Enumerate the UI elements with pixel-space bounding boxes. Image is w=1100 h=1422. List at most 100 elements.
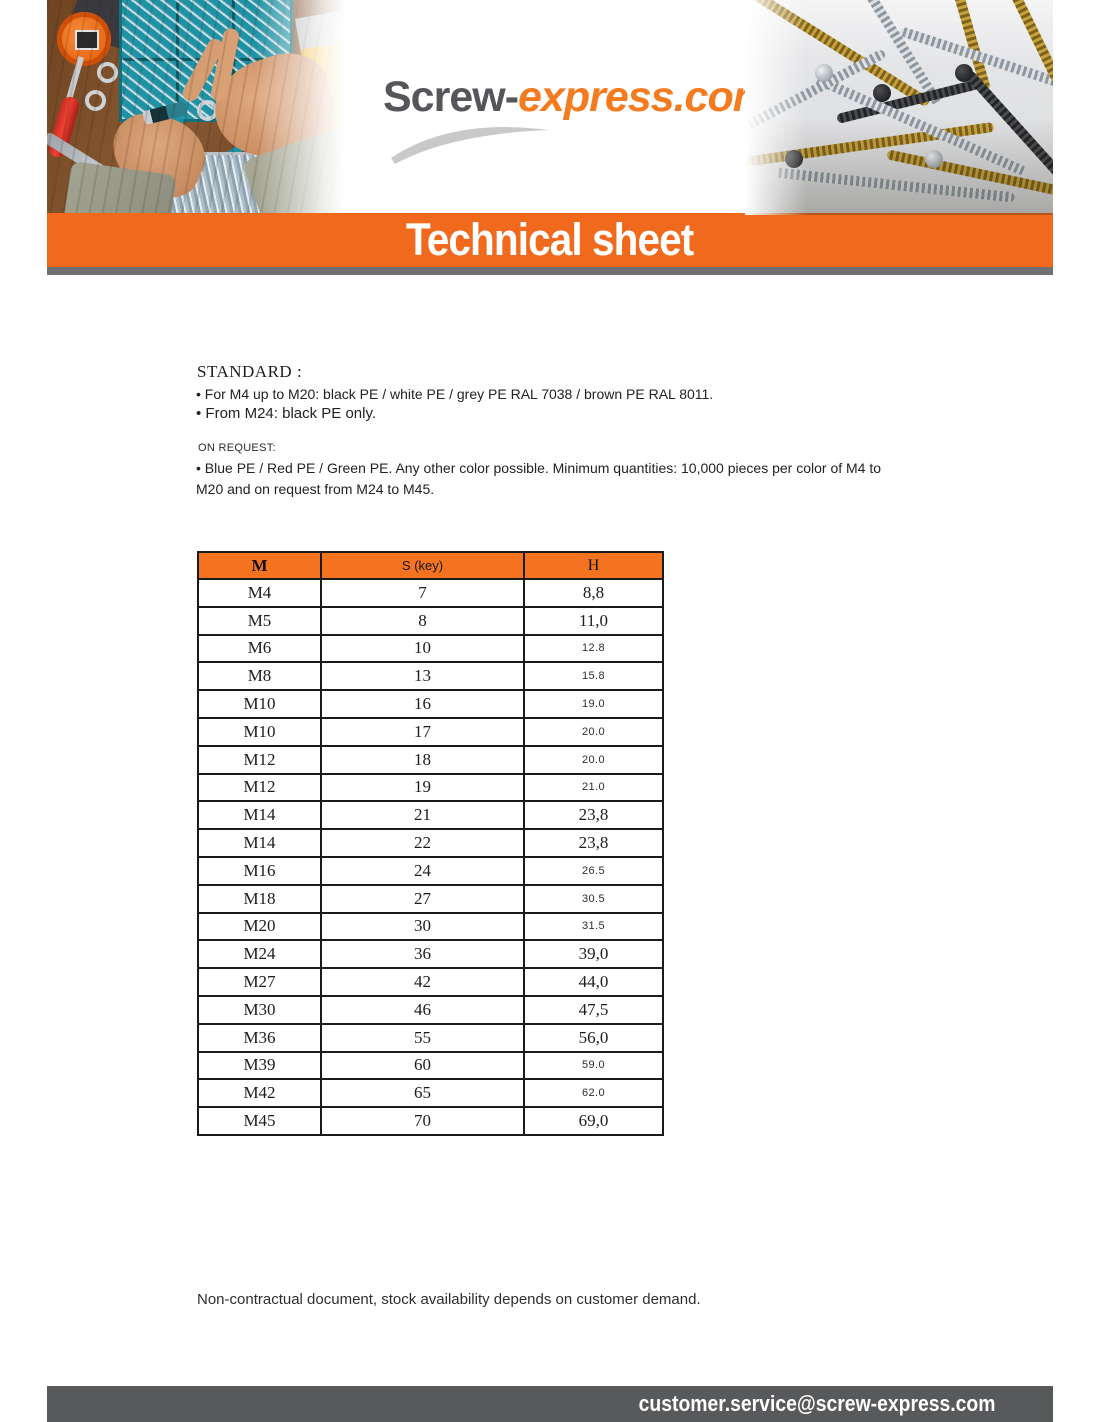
spec-table: M S (key) H M4 7 8,8 M5 8 11,0 (197, 551, 664, 1136)
screw-shape (929, 0, 991, 92)
table-row: M36 55 56,0 (197, 1022, 664, 1053)
cell-m: M5 (197, 605, 322, 636)
cell-m: M14 (197, 828, 322, 858)
cell-s-key: 22 (320, 828, 525, 858)
cell-h: 44,0 (523, 967, 664, 997)
organizer-handle-shape (175, 112, 255, 162)
sleeve-shape (63, 160, 177, 213)
cell-s-key: 65 (320, 1078, 525, 1109)
screw-shape (812, 73, 1028, 177)
table-row: M20 30 31.5 (197, 911, 664, 942)
screw-shape (964, 69, 1053, 181)
washer-shape (97, 62, 118, 83)
logo-text-orange: express.com (518, 73, 771, 121)
left-hand-shape (99, 100, 217, 208)
wrench-head-shape (91, 172, 135, 213)
banner-divider (47, 267, 1053, 275)
wrench-shape (47, 130, 113, 182)
column-header-h: H (523, 551, 664, 580)
cell-h: 19.0 (523, 689, 664, 719)
cell-s-key: 27 (320, 883, 525, 914)
cell-s-key: 24 (320, 855, 525, 886)
logo-text-dark: Screw- (383, 73, 519, 121)
finger-shape (179, 36, 227, 104)
cell-h: 26.5 (523, 855, 664, 886)
workbench-photo (47, 0, 345, 213)
cell-m: M14 (197, 800, 322, 831)
cell-m: M8 (197, 661, 322, 692)
sandpaper-shape (66, 0, 168, 58)
cell-s-key: 10 (320, 633, 525, 664)
table-row: M42 65 62.0 (197, 1078, 664, 1109)
footer-bar: customer.service@screw-express.com (47, 1386, 1053, 1422)
logo-swoosh-icon (391, 127, 549, 164)
standard-bullet-1: • For M4 up to M20: black PE / white PE … (196, 386, 714, 402)
table-row: M30 46 47,5 (197, 994, 664, 1025)
cell-m: M16 (197, 855, 322, 886)
cell-s-key: 70 (320, 1106, 525, 1136)
screw-head-shape (873, 84, 891, 102)
cell-s-key: 42 (320, 967, 525, 997)
cell-m: M45 (197, 1106, 322, 1136)
standard-heading: STANDARD : (197, 362, 303, 381)
screw-pile-photo (745, 0, 1053, 215)
cell-s-key: 46 (320, 994, 525, 1025)
cell-s-key: 13 (320, 661, 525, 692)
cell-m: M18 (197, 883, 322, 914)
table-row: M10 16 19.0 (197, 689, 664, 719)
cell-h: 31.5 (523, 911, 664, 942)
screwdriver-handle-shape (47, 94, 82, 160)
screw-head-shape (815, 64, 833, 82)
cell-h: 15.8 (523, 661, 664, 692)
disclaimer-note: Non-contractual document, stock availabi… (197, 1291, 701, 1308)
cell-h: 8,8 (523, 578, 664, 608)
cell-m: M10 (197, 716, 322, 747)
on-request-heading: ON REQUEST: (198, 442, 276, 454)
on-request-bullet: • Blue PE / Red PE / Green PE. Any other… (196, 460, 882, 497)
screw-shape (745, 121, 995, 169)
cell-h: 21.0 (523, 772, 664, 803)
screw-shape (745, 48, 887, 142)
contact-email: customer.service@screw-express.com (638, 1391, 995, 1416)
screwdriver-shaft-shape (63, 56, 85, 108)
cell-h: 11,0 (523, 605, 664, 636)
finger-shape (209, 27, 241, 103)
cell-h: 12.8 (523, 633, 664, 664)
logo: Screw-express.com (383, 73, 771, 166)
cell-h: 69,0 (523, 1106, 664, 1136)
cell-h: 62.0 (523, 1078, 664, 1109)
screw-head-shape (955, 64, 973, 82)
cell-h: 20.0 (523, 716, 664, 747)
table-row: M12 19 21.0 (197, 772, 664, 803)
nut-box-shape (285, 58, 329, 108)
cell-m: M24 (197, 939, 322, 970)
screw-shape (827, 0, 943, 107)
screw-shape (995, 0, 1053, 110)
drill-tool-shape (294, 10, 345, 138)
cell-m: M10 (197, 689, 322, 719)
screw-shape (886, 149, 1053, 201)
cell-h: 56,0 (523, 1022, 664, 1053)
washer-shape (197, 100, 218, 121)
cell-s-key: 18 (320, 744, 525, 775)
cell-m: M12 (197, 772, 322, 803)
table-row: M8 13 15.8 (197, 661, 664, 692)
table-row: M16 24 26.5 (197, 855, 664, 886)
cell-m: M20 (197, 911, 322, 942)
column-header-s-key: S (key) (320, 551, 525, 580)
tape-measure-shape (57, 12, 111, 66)
cell-m: M39 (197, 1050, 322, 1081)
table-row: M27 42 44,0 (197, 967, 664, 997)
table-row: M14 21 23,8 (197, 800, 664, 831)
table-header-row: M S (key) H (197, 551, 664, 580)
screw-shape (836, 78, 984, 124)
cell-m: M36 (197, 1022, 322, 1053)
screw-shape (775, 167, 1015, 203)
cell-s-key: 55 (320, 1022, 525, 1053)
cell-s-key: 36 (320, 939, 525, 970)
screw-tray-shape (139, 152, 303, 213)
cell-m: M27 (197, 967, 322, 997)
cell-s-key: 30 (320, 911, 525, 942)
cell-s-key: 16 (320, 689, 525, 719)
cell-h: 59.0 (523, 1050, 664, 1081)
